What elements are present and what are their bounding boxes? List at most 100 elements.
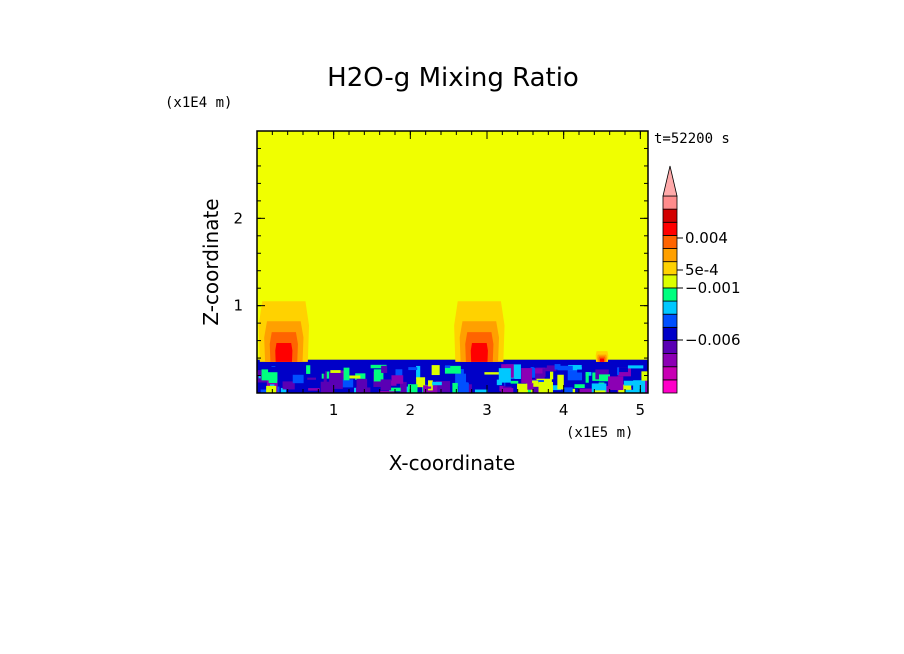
boundary-layer-patch (617, 367, 620, 375)
plume-contour (599, 358, 605, 362)
boundary-layer-patch (568, 364, 582, 371)
boundary-layer-patch (373, 369, 384, 382)
boundary-layer-patch (585, 372, 589, 383)
boundary-layer-patch (533, 364, 547, 368)
x-tick-label: 2 (406, 401, 416, 419)
colorbar-segment (662, 353, 678, 368)
boundary-layer-patch (427, 386, 432, 389)
boundary-layer-patch (484, 372, 500, 375)
boundary-layer-patch (428, 380, 433, 391)
colorbar-segment (662, 248, 678, 263)
boundary-layer-patch (474, 389, 488, 393)
boundary-layer-patch (633, 380, 646, 393)
boundary-layer-patch (530, 366, 536, 378)
colorbar-label: −0.001 (685, 279, 741, 297)
x-tick-label: 3 (482, 401, 492, 419)
boundary-layer-patch (277, 386, 280, 393)
boundary-layer-patch (323, 371, 327, 383)
boundary-layer-patch (549, 371, 554, 380)
boundary-layer-patch (527, 368, 543, 374)
boundary-layer-patch (598, 374, 610, 382)
colorbar-segment (662, 300, 678, 315)
boundary-layer-patch (608, 376, 624, 391)
plot-area (257, 131, 648, 393)
x-tick-label: 4 (559, 401, 569, 419)
boundary-layer-patch (432, 381, 442, 386)
colorbar: 0.004 5e-4−0.001 −0.006 (662, 165, 741, 394)
boundary-layer-patch (527, 383, 534, 390)
boundary-layer-patch (395, 369, 403, 381)
y-tick-label: 2 (233, 209, 243, 227)
boundary-layer-patch (458, 382, 469, 393)
boundary-layer-patch (308, 388, 320, 391)
boundary-layer-patch (391, 375, 404, 384)
colorbar-segment (662, 274, 678, 289)
colorbar-segment (662, 313, 678, 328)
boundary-layer-edge (257, 359, 648, 363)
colorbar-segment (662, 379, 678, 394)
colorbar-label: 5e-4 (685, 261, 719, 279)
boundary-layer-patch (618, 367, 629, 373)
boundary-layer-patch (307, 377, 317, 380)
boundary-layer-patch (557, 365, 573, 371)
colorbar-extend-arrow (662, 165, 678, 197)
boundary-layer-patch (378, 390, 395, 393)
field-background (257, 131, 648, 393)
boundary-layer-patch (268, 366, 282, 373)
x-tick-label: 1 (329, 401, 339, 419)
boundary-layer-patch (623, 380, 634, 386)
boundary-layer-patch (416, 377, 426, 388)
boundary-layer-patch (320, 381, 335, 393)
boundary-layer-patch (282, 381, 295, 390)
boundary-layer-patch (500, 388, 514, 393)
boundary-layer-patch (530, 380, 539, 393)
colorbar-segment (662, 221, 678, 236)
colorbar-segment (662, 261, 678, 276)
boundary-layer-patch (431, 365, 440, 376)
boundary-layer-patch (627, 365, 644, 369)
x-tick-label: 5 (636, 401, 646, 419)
boundary-layer-patch (260, 389, 272, 393)
boundary-layer-patch (574, 384, 585, 389)
boundary-layer-patch (292, 374, 304, 384)
colorbar-segment (662, 326, 678, 341)
boundary-layer-patch (618, 384, 632, 393)
boundary-layer-patch (349, 375, 361, 379)
boundary-layer-patch (538, 382, 553, 393)
boundary-layer-patch (306, 365, 311, 374)
colorbar-segment (662, 287, 678, 302)
boundary-layer-patch (268, 379, 278, 384)
boundary-layer-patch (356, 378, 368, 393)
boundary-layer-patch (542, 365, 557, 372)
boundary-layer-patch (571, 388, 576, 393)
boundary-layer-patch (577, 369, 586, 373)
x-axis-label: X-coordinate (389, 451, 516, 475)
boundary-layer-patch (525, 387, 532, 393)
boundary-layer-patch (407, 384, 418, 393)
colorbar-segment (662, 340, 678, 355)
y-tick-label: 1 (233, 297, 243, 315)
x-unit-label: (x1E5 m) (566, 425, 633, 441)
boundary-layer-patch (466, 368, 479, 383)
colorbar-segment (662, 234, 678, 249)
boundary-layer-patch (545, 385, 561, 391)
boundary-layer-patch (563, 387, 573, 393)
boundary-layer-patch (380, 379, 392, 391)
boundary-layer-patch (329, 372, 343, 389)
boundary-layer-patch (452, 382, 458, 393)
boundary-layer-patch (595, 369, 609, 380)
boundary-layer-patch (510, 380, 519, 384)
boundary-layer-patch (381, 365, 388, 373)
boundary-layer-patch (445, 365, 451, 368)
colorbar-segment (662, 195, 678, 210)
boundary-layer-patch (517, 383, 528, 393)
plot-frame (256, 130, 649, 394)
boundary-layer-patch (370, 364, 387, 369)
plume-contour (470, 343, 488, 362)
chart-title: H2O-g Mixing Ratio (327, 63, 579, 93)
boundary-layer-patch (342, 379, 354, 388)
boundary-layer-patch (266, 385, 277, 393)
boundary-layer-patch (624, 389, 640, 393)
boundary-layer-patch (643, 377, 648, 393)
